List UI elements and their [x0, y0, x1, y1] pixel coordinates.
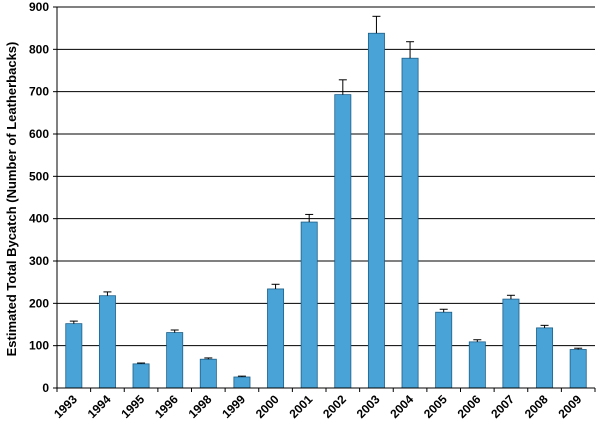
- error-bars: [69, 15, 583, 377]
- y-tick-label: 300: [29, 254, 49, 268]
- x-tick-label-2005: 2005: [421, 392, 450, 421]
- x-tick-label-2007: 2007: [488, 392, 517, 421]
- bars: [65, 32, 587, 389]
- x-tick-label-2008: 2008: [522, 392, 551, 421]
- axes: [53, 6, 596, 392]
- x-tick-label-2000: 2000: [253, 392, 282, 421]
- y-tick-label: 700: [29, 85, 49, 99]
- bar-1995: [132, 363, 150, 389]
- x-tick-label-2003: 2003: [354, 392, 383, 421]
- x-tick-label-1993: 1993: [51, 392, 80, 421]
- y-axis-title: Estimated Total Bycatch (Number of Leath…: [4, 42, 19, 357]
- bar-1994: [98, 295, 116, 389]
- y-tick-labels: 0 100 200 300 400 500 600 700 800 900: [29, 0, 49, 395]
- x-tick-labels: 1993 1994 1995 1996 1998 1999 2000 2001 2002 2003…: [51, 392, 584, 421]
- bar-2003: [367, 32, 385, 389]
- x-tick-label-1995: 1995: [118, 392, 147, 421]
- x-tick-label-1994: 1994: [85, 392, 114, 421]
- x-tick-label-1996: 1996: [152, 392, 181, 421]
- grid-lines: [57, 6, 595, 347]
- y-tick-label: 100: [29, 339, 49, 353]
- y-tick-label: 800: [29, 42, 49, 56]
- y-tick-label: 600: [29, 127, 49, 141]
- y-tick-label: 900: [29, 0, 49, 14]
- x-tick-label-1998: 1998: [186, 392, 215, 421]
- y-tick-label: 0: [42, 381, 49, 395]
- y-tick-label: 400: [29, 212, 49, 226]
- y-tick-label: 200: [29, 296, 49, 310]
- bar-2009: [569, 349, 587, 389]
- x-tick-label-2009: 2009: [556, 392, 585, 421]
- bar-2005: [435, 311, 453, 389]
- bar-2002: [334, 94, 352, 389]
- bar-2000: [267, 288, 285, 389]
- y-tick-label: 500: [29, 169, 49, 183]
- bar-2007: [502, 298, 520, 389]
- bar-1999: [233, 376, 251, 389]
- x-tick-label-2001: 2001: [287, 392, 316, 421]
- bar-1998: [199, 358, 217, 389]
- bar-2001: [300, 221, 318, 389]
- x-tick-label-2004: 2004: [387, 392, 416, 421]
- x-tick-label-2002: 2002: [320, 392, 349, 421]
- x-tick-label-2006: 2006: [455, 392, 484, 421]
- bar-1996: [166, 332, 184, 389]
- x-tick-label-1999: 1999: [219, 392, 248, 421]
- bar-2008: [536, 327, 554, 389]
- bar-2006: [468, 341, 486, 389]
- bar-1993: [65, 323, 83, 389]
- bar-2004: [401, 57, 419, 389]
